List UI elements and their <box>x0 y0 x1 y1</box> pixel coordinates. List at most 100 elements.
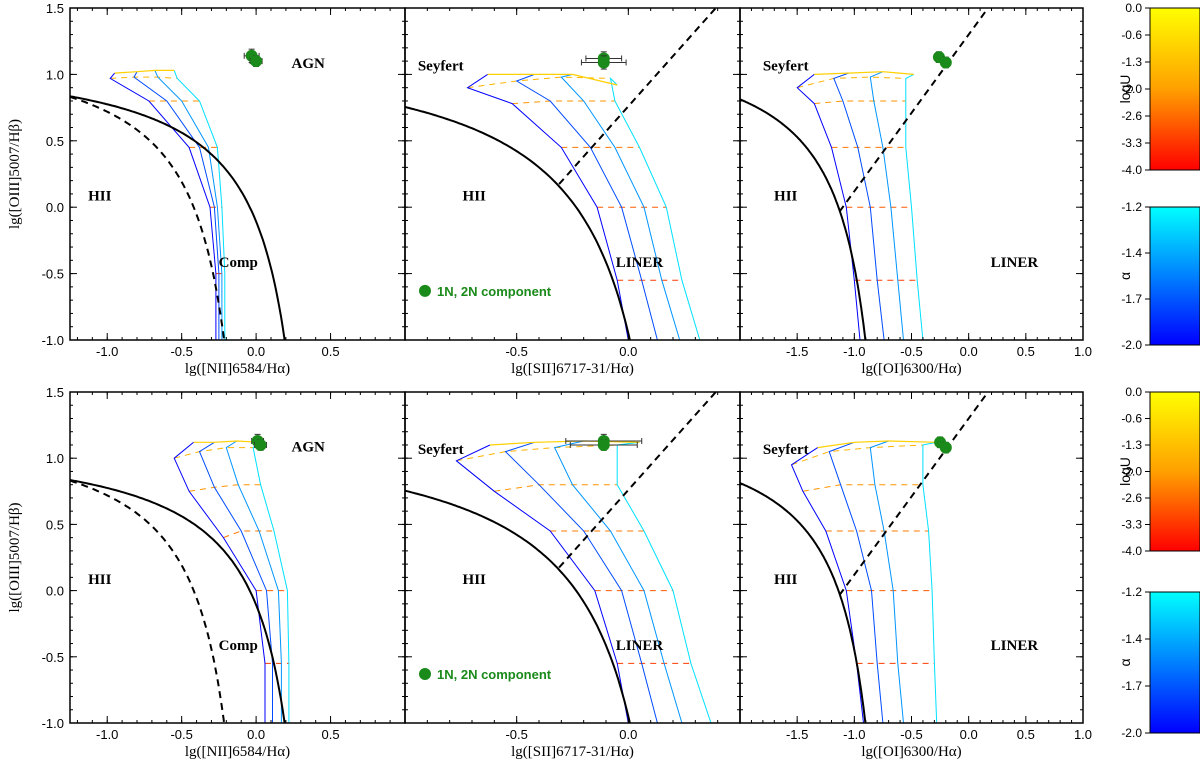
y-tick-label: -1.0 <box>42 333 64 348</box>
alpha-track-line <box>796 74 861 340</box>
logu-grid-line <box>494 484 618 492</box>
x-tick-label: 0.0 <box>960 727 978 742</box>
kauffmann-dashed-curve <box>70 95 226 340</box>
logu-grid-line <box>174 447 254 459</box>
colorbar-logU: 0.0 -0.6 -1.3 -2.0 -2.6 -3.3 -4.0 logU <box>1117 385 1200 558</box>
colorbar-tick-label: -3.3 <box>1121 136 1142 150</box>
y-tick-label: -1.0 <box>42 716 64 731</box>
alpha-track-line <box>922 441 938 723</box>
logu-max-line <box>489 440 640 446</box>
panel-bottom-middle: Seyfert HII LINER 1N, 2N component -0.5 0.0 lg… <box>404 391 741 760</box>
x-tick-label: 0.0 <box>247 727 265 742</box>
colorbar-gradient <box>1149 591 1200 734</box>
colorbar-tick-label: -2.6 <box>1121 491 1142 505</box>
x-axis-label: lg([SII]6717-31/Hα) <box>511 744 634 760</box>
colorbar-tick-label: -1.4 <box>1121 632 1142 646</box>
logu-grid-line <box>456 444 618 462</box>
region-label: Comp <box>219 638 258 654</box>
colorbar-tick-label: -2.0 <box>1121 726 1142 740</box>
alpha-track-line <box>560 73 681 340</box>
logu-grid-line <box>791 444 923 466</box>
x-tick-label: 0.5 <box>322 344 340 359</box>
panel-top-left: AGN HII Comp -1.0 -0.5 0.0 0.5 -1.0 -0.5 0.0 0.5 1.… <box>7 1 406 377</box>
plot-area <box>740 8 990 340</box>
x-tick-label: -0.5 <box>900 344 922 359</box>
alpha-track-line <box>252 441 290 723</box>
kewley-solid-curve <box>740 482 867 723</box>
y-tick-label: -0.5 <box>42 650 64 665</box>
logu-grid-line <box>467 76 611 89</box>
colorbar-gradient <box>1149 391 1200 552</box>
region-label: HII <box>463 189 487 205</box>
region-label: AGN <box>292 440 326 456</box>
y-tick-label: 1.5 <box>46 1 64 16</box>
logu-grid-line <box>797 76 906 89</box>
logu-max-line <box>114 69 175 74</box>
y-tick-label: 1.0 <box>46 451 64 466</box>
plot-area <box>405 8 718 340</box>
logu-grid-line <box>802 484 923 492</box>
colorbar-label: logU <box>1117 457 1133 486</box>
observation-2N <box>254 438 268 451</box>
plot-frame <box>69 7 406 341</box>
kewley-solid-curve <box>70 95 286 340</box>
observation-point <box>597 56 610 69</box>
colorbar-tick-label: 0.0 <box>1125 385 1142 399</box>
kewley-solid-curve <box>405 489 631 723</box>
colorbar-tick-label: -2.0 <box>1121 338 1142 352</box>
region-label: Seyfert <box>763 442 809 458</box>
colorbar-tick-label: -0.6 <box>1121 412 1142 426</box>
legend-label: 1N, 2N component <box>437 667 552 682</box>
colorbar-tick-label: -2.0 <box>1121 82 1142 96</box>
region-label: HII <box>88 572 112 588</box>
observation-2N <box>580 55 627 70</box>
region-label: AGN <box>292 56 326 72</box>
alpha-track-line <box>225 440 282 723</box>
colorbar-tick-label: -2.0 <box>1121 465 1142 479</box>
logu-grid-line <box>110 76 178 79</box>
x-tick-label: -1.0 <box>843 344 865 359</box>
observation-2N <box>569 438 638 451</box>
region-label: HII <box>774 189 798 205</box>
region-label: Seyfert <box>418 58 464 74</box>
x-tick-label: 0.0 <box>960 344 978 359</box>
x-tick-label: -1.0 <box>96 727 118 742</box>
logu-max-line <box>193 440 260 443</box>
y-tick-label: 1.0 <box>46 67 64 82</box>
alpha-track-line <box>504 441 658 723</box>
plot-area <box>70 433 290 723</box>
alpha-track-line <box>833 72 885 340</box>
x-tick-label: -1.0 <box>96 344 118 359</box>
alpha-track-line <box>198 441 273 723</box>
region-label: Comp <box>219 255 258 271</box>
x-tick-label: 0.5 <box>322 727 340 742</box>
alpha-track-line <box>515 73 658 340</box>
colorbar-tick-label: -1.2 <box>1121 200 1142 214</box>
region-label: HII <box>463 572 487 588</box>
x-tick-label: -0.5 <box>505 344 527 359</box>
panel-top-right: Seyfert HII LINER -1.5 -1.0 -0.5 0.0 0.5 1.0 lg([… <box>739 7 1092 377</box>
x-tick-label: 0.5 <box>1017 727 1035 742</box>
colorbar-tick-label: -2.6 <box>1121 109 1142 123</box>
alpha-track-line <box>173 70 226 340</box>
colorbar-tick-label: 0.0 <box>1125 1 1142 15</box>
alpha-track-line <box>616 441 712 723</box>
logu-grid-line <box>223 530 274 539</box>
logu-max-line <box>817 440 937 449</box>
colorbar-tick-label: -1.3 <box>1121 438 1142 452</box>
x-tick-label: -1.5 <box>786 727 808 742</box>
colorbar-alpha: -1.2 -1.4 -1.7 -2.0 α <box>1117 200 1200 352</box>
panel-bottom-left: AGN HII Comp -1.0 -0.5 0.0 0.5 -1.0 -0.5 0.0 0.5 1.… <box>7 385 406 760</box>
x-tick-label: -1.5 <box>786 344 808 359</box>
y-tick-label: 0.0 <box>46 584 64 599</box>
colorbar-tick-label: -1.2 <box>1121 585 1142 599</box>
alpha-track-line <box>790 447 864 723</box>
alpha-track-line <box>133 71 220 340</box>
colorbar-tick-label: -0.6 <box>1121 28 1142 42</box>
colorbar-tick-label: -4.0 <box>1121 163 1142 177</box>
kewley-solid-curve <box>740 98 867 340</box>
observation-2N <box>249 55 263 68</box>
y-tick-label: 0.5 <box>46 517 64 532</box>
x-tick-label: 1.0 <box>1074 727 1092 742</box>
kewley-solid-curve <box>405 106 631 340</box>
